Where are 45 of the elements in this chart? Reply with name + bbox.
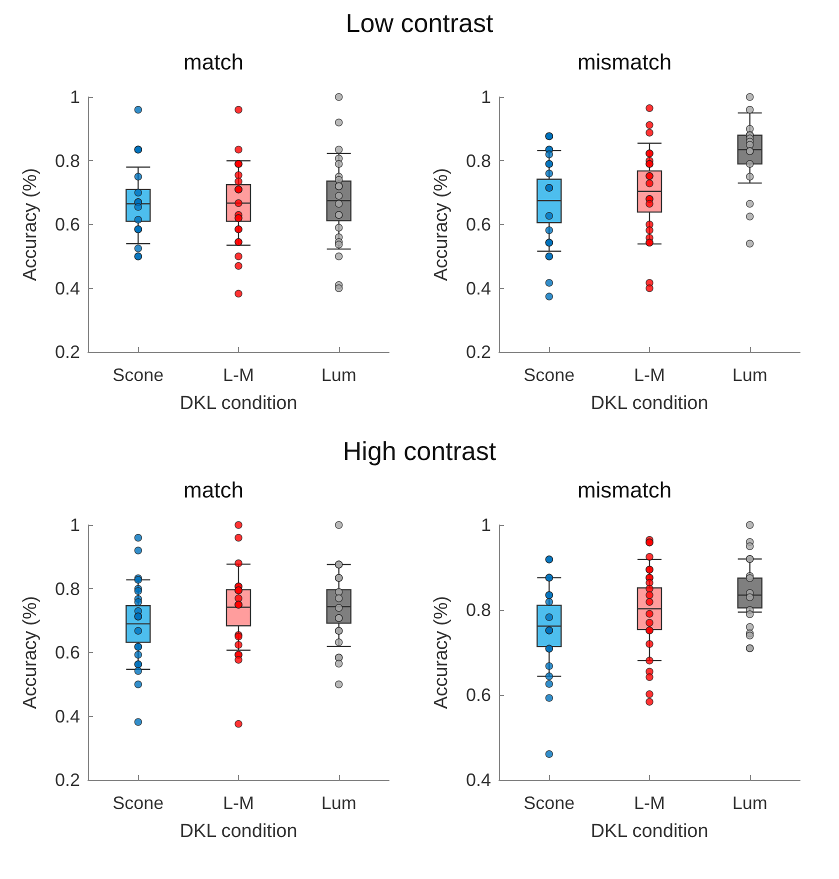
y-tick-label: 0.6 bbox=[466, 685, 491, 705]
x-tick-label: Scone bbox=[524, 793, 575, 813]
x-axis-title: DKL condition bbox=[180, 821, 298, 842]
y-tick-label: 0.4 bbox=[466, 278, 491, 298]
y-tick-label: 1 bbox=[480, 515, 491, 535]
chart-title: mismatch bbox=[577, 50, 672, 74]
y-tick-label: 0.2 bbox=[54, 342, 80, 362]
x-axis-title: DKL condition bbox=[180, 393, 298, 414]
y-tick-label: 0.6 bbox=[466, 214, 491, 234]
text: High contrast bbox=[342, 436, 496, 466]
y-tick-label: 0.4 bbox=[54, 706, 80, 726]
y-tick-label: 0.8 bbox=[54, 150, 80, 171]
x-tick-label: L-M bbox=[223, 365, 254, 385]
chart-title: match bbox=[184, 50, 244, 74]
y-tick-label: 1 bbox=[480, 87, 491, 107]
y-tick-label: 0.6 bbox=[54, 642, 80, 662]
x-tick-label: Scone bbox=[112, 365, 164, 385]
y-axis-title: Accuracy (%) bbox=[20, 596, 41, 709]
chart-title: match bbox=[184, 478, 244, 502]
x-axis-title: DKL condition bbox=[590, 821, 708, 842]
y-tick-label: 0.8 bbox=[466, 600, 491, 620]
y-tick-label: 0.8 bbox=[466, 150, 491, 171]
y-tick-label: 0.4 bbox=[54, 278, 80, 298]
y-tick-label: 1 bbox=[70, 515, 80, 535]
x-tick-label: L-M bbox=[634, 365, 665, 385]
x-tick-label: Lum bbox=[732, 365, 768, 385]
y-axis-title: Accuracy (%) bbox=[431, 168, 452, 281]
y-axis-title: Accuracy (%) bbox=[431, 596, 452, 709]
x-tick-label: L-M bbox=[634, 793, 665, 813]
x-axis-title: DKL condition bbox=[590, 393, 708, 414]
y-axis-title: Accuracy (%) bbox=[20, 168, 41, 281]
y-tick-label: 0.2 bbox=[54, 770, 80, 790]
text: Low contrast bbox=[346, 8, 494, 38]
y-tick-label: 0.2 bbox=[466, 342, 491, 362]
x-tick-label: Lum bbox=[321, 793, 356, 813]
y-tick-label: 1 bbox=[70, 87, 80, 107]
y-tick-label: 0.4 bbox=[466, 770, 491, 790]
chart-title: mismatch bbox=[577, 478, 672, 502]
y-tick-label: 0.6 bbox=[54, 214, 80, 234]
y-tick-label: 0.8 bbox=[54, 578, 80, 599]
x-tick-label: Lum bbox=[732, 793, 768, 813]
x-tick-label: Scone bbox=[524, 365, 575, 385]
x-tick-label: L-M bbox=[223, 793, 254, 813]
x-tick-label: Lum bbox=[321, 365, 356, 385]
x-tick-label: Scone bbox=[112, 793, 164, 813]
